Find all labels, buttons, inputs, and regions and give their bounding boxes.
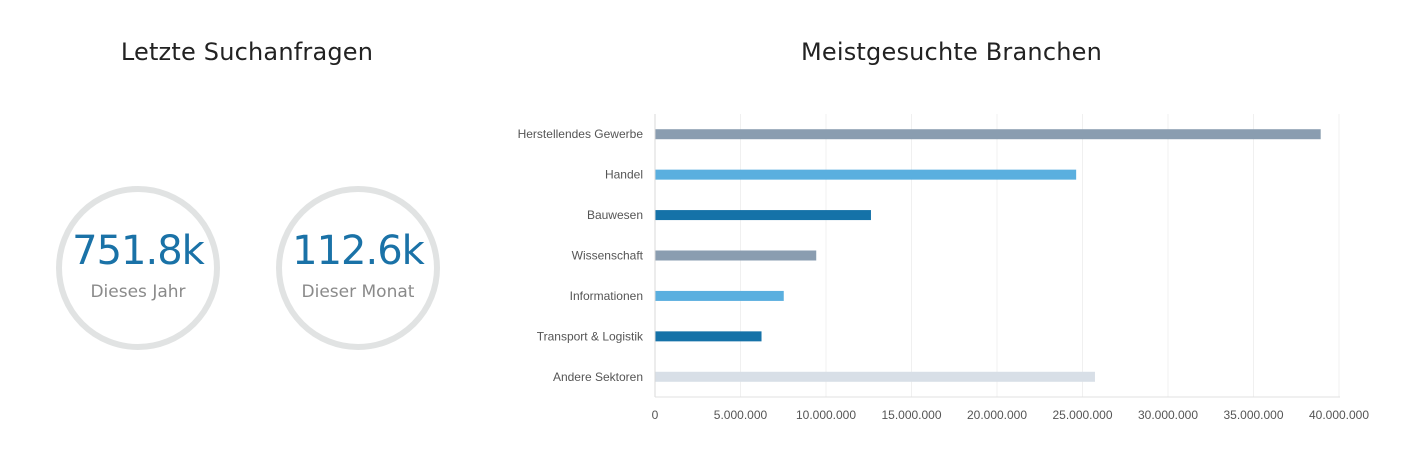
left-panel-title: Letzte Suchanfragen — [120, 38, 374, 66]
bar[interactable] — [655, 331, 762, 342]
kpi-this-year: 751.8k Dieses Jahr — [56, 186, 220, 350]
x-tick-label: 5.000.000 — [714, 408, 768, 422]
category-label: Handel — [605, 168, 643, 182]
bar[interactable] — [655, 371, 1095, 382]
category-label: Informationen — [570, 289, 643, 303]
bar[interactable] — [655, 210, 871, 221]
x-tick-label: 15.000.000 — [881, 408, 941, 422]
x-tick-label: 35.000.000 — [1223, 408, 1283, 422]
category-label: Herstellendes Gewerbe — [518, 127, 644, 141]
category-label: Bauwesen — [587, 208, 643, 222]
x-tick-label: 30.000.000 — [1138, 408, 1198, 422]
kpi-label: Dieser Monat — [301, 282, 415, 302]
chart-x-axis-labels: 0 5.000.000 10.000.000 15.000.000 20.000.000… — [652, 408, 1370, 422]
chart-title: Meistgesuchte Branchen — [800, 38, 1102, 66]
x-tick-label: 40.000.000 — [1309, 408, 1369, 422]
chart-bars — [655, 129, 1321, 382]
x-tick-label: 20.000.000 — [967, 408, 1027, 422]
bar[interactable] — [655, 169, 1077, 180]
x-tick-label: 10.000.000 — [796, 408, 856, 422]
bar[interactable] — [655, 250, 817, 261]
category-label: Wissenschaft — [572, 249, 644, 263]
x-tick-label: 25.000.000 — [1052, 408, 1112, 422]
kpi-label: Dieses Jahr — [90, 282, 186, 302]
bar[interactable] — [655, 129, 1321, 140]
chart-category-labels: Herstellendes Gewerbe Handel Bauwesen Wisse… — [518, 127, 644, 384]
bar[interactable] — [655, 290, 784, 301]
kpi-this-month: 112.6k Dieser Monat — [276, 186, 440, 350]
kpi-value: 112.6k — [292, 228, 425, 274]
category-label: Transport & Logistik — [537, 329, 644, 343]
category-label: Andere Sektoren — [553, 370, 643, 384]
chart-gridlines — [740, 114, 1340, 397]
kpi-value: 751.8k — [72, 228, 205, 274]
x-tick-label: 0 — [652, 408, 659, 422]
